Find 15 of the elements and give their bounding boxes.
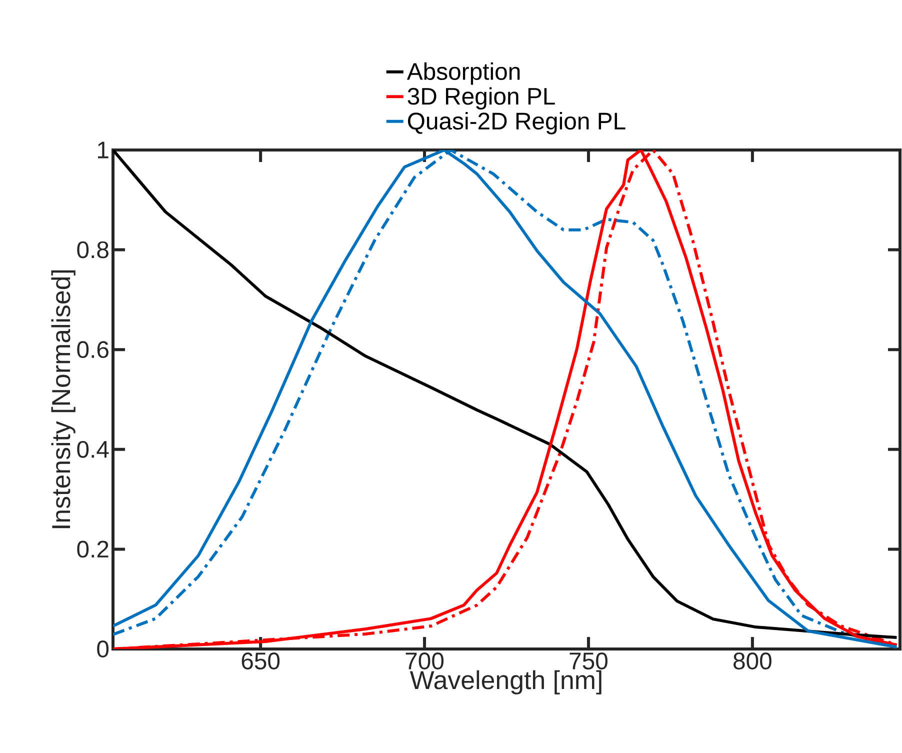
y-tick-label: 0.4 <box>77 440 109 458</box>
y-tick-label: 0.8 <box>77 241 108 258</box>
x-tick-label: 700 <box>406 652 444 670</box>
y-tick-label: 0.2 <box>77 540 108 558</box>
legend-label: Absorption <box>406 62 520 85</box>
x-tick-label: 650 <box>242 652 280 670</box>
y-tick-label: 0.6 <box>77 341 108 358</box>
x-axis-title: Wavelength [nm] <box>410 670 602 694</box>
legend-label: Quasi-2D Region PL <box>408 112 626 134</box>
x-tick-label: 750 <box>570 652 608 670</box>
y-tick-label: 1 <box>98 142 108 158</box>
y-axis-title: Instensity [Normalised] <box>51 270 76 528</box>
x-tick-label: 800 <box>734 652 772 670</box>
y-tick-label: 0 <box>97 640 109 658</box>
legend-label: 3D Region PL <box>408 87 555 110</box>
